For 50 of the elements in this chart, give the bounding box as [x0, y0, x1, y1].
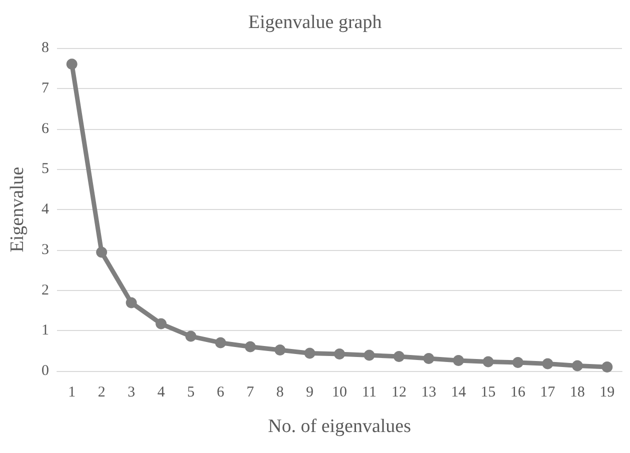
point: [334, 348, 345, 360]
x-tick-label: 14: [450, 384, 466, 400]
x-tick-label: 6: [216, 384, 225, 400]
point: [96, 246, 108, 258]
point: [364, 350, 375, 361]
x-tick-label: 16: [510, 384, 526, 400]
x-tick-label: 18: [570, 384, 585, 400]
x-tick-label: 10: [332, 384, 347, 400]
y-tick-label: 7: [42, 80, 50, 96]
x-tick-label: 7: [246, 384, 255, 400]
point: [512, 357, 524, 368]
y-tick-label: 4: [42, 202, 50, 218]
y-axis-title: Eigenvalue: [7, 166, 28, 252]
x-tick-label: 15: [480, 384, 496, 400]
y-tick-label: 6: [42, 120, 50, 137]
point: [156, 318, 167, 330]
point: [126, 297, 137, 308]
x-tick-label: 19: [600, 384, 615, 400]
x-tick-label: 3: [128, 384, 136, 400]
x-tick-label: 5: [187, 384, 195, 400]
y-tick-label: 5: [42, 161, 49, 178]
point: [602, 361, 613, 372]
point: [185, 330, 196, 342]
y-tick-label: 1: [42, 322, 49, 339]
x-tick-label: 2: [98, 384, 106, 400]
point: [452, 355, 464, 366]
x-tick-label: 12: [391, 384, 406, 400]
point: [542, 358, 554, 370]
x-tick-label: 11: [362, 384, 376, 400]
point: [572, 360, 583, 372]
y-tick-label: 0: [42, 363, 49, 379]
point: [393, 350, 404, 362]
point: [244, 341, 256, 352]
x-tick-label: 13: [421, 384, 436, 400]
y-tick-label: 8: [42, 40, 49, 56]
x-axis-title: No. of eigenvalues: [268, 416, 411, 437]
y-tick-label: 2: [42, 282, 49, 298]
x-tick-label: 8: [276, 384, 284, 400]
x-tick-label: 17: [540, 384, 556, 400]
point: [482, 356, 494, 368]
x-tick-label: 1: [68, 384, 76, 400]
x-tick-label: 4: [157, 384, 166, 400]
x-tick-label: 9: [306, 384, 314, 400]
point: [66, 58, 78, 70]
point: [423, 352, 434, 364]
y-tick-label: 3: [42, 242, 49, 258]
point: [304, 348, 316, 359]
chart-title: Eigenvalue graph: [248, 12, 382, 33]
point: [274, 344, 286, 356]
point: [215, 337, 226, 348]
